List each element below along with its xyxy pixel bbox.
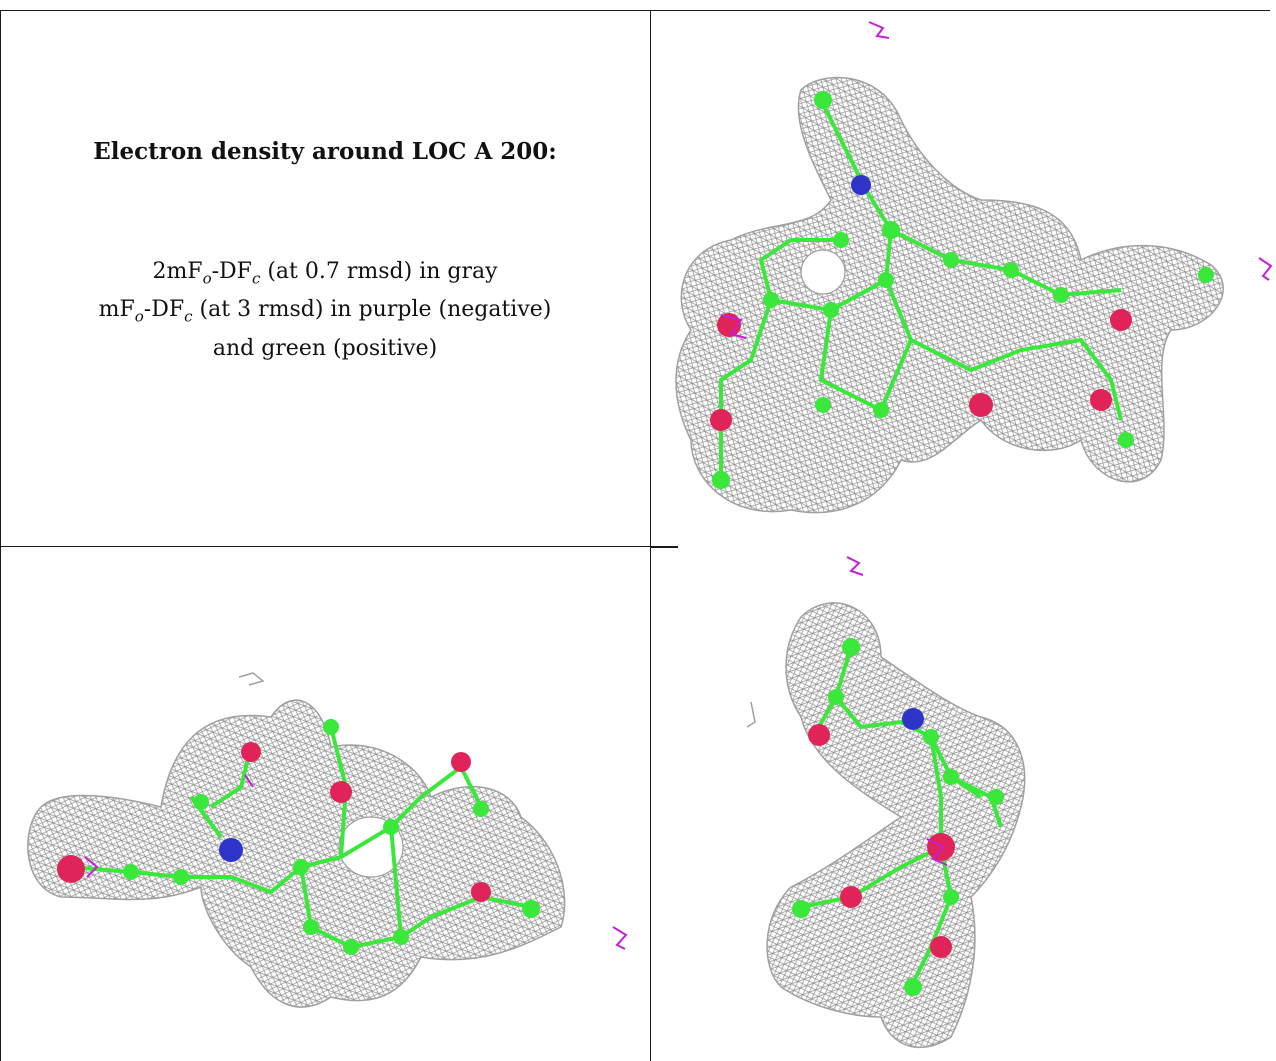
caption-body: 2mFo-DFc (at 0.7 rmsd) in gray mFo-DFc (… [0, 256, 650, 365]
stray-mesh-fragment [746, 701, 756, 728]
stray-mesh-fragment [238, 672, 265, 686]
negative-density-icon [720, 21, 1273, 339]
view-bottom-left [1, 547, 650, 1061]
negative-density-icon [84, 774, 628, 950]
mesh-density-icon [675, 76, 1224, 514]
left-border [0, 10, 1, 1061]
caption-line-2: mFo-DFc (at 3 rmsd) in purple (negative) [98, 297, 552, 326]
atoms [710, 91, 1214, 489]
caption-line-1: 2mFo-DFc (at 0.7 rmsd) in gray [152, 259, 498, 288]
caption-title: Electron density around LOC A 200: [93, 138, 557, 165]
caption-line-3: and green (positive) [212, 335, 438, 361]
middle-divider [0, 546, 650, 547]
density-map-bottom-right [746, 556, 1026, 1048]
view-top-right [651, 0, 1276, 546]
view-bottom-right [651, 547, 1276, 1061]
mesh-density-icon [27, 699, 566, 1008]
density-map-top-right [675, 21, 1273, 514]
middle-divider-tick [650, 546, 678, 548]
density-map-bottom-left [27, 672, 628, 1008]
mesh-density-icon [766, 602, 1026, 1048]
negative-density-icon [846, 556, 948, 866]
top-border [0, 10, 1270, 11]
center-divider [650, 10, 651, 1061]
atoms [57, 719, 540, 955]
caption-panel: Electron density around LOC A 200: 2mFo-… [0, 10, 650, 546]
